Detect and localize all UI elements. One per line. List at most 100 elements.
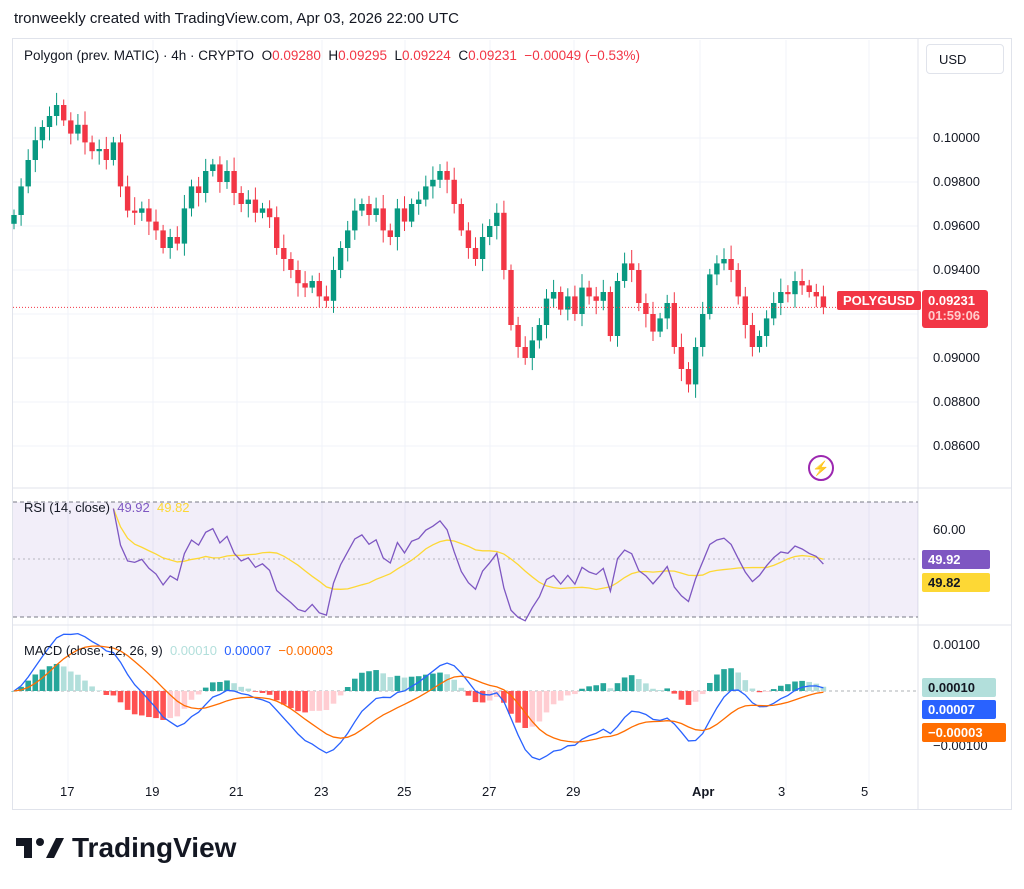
candle-body <box>572 296 578 314</box>
macd-histogram-bar <box>593 685 599 691</box>
macd-histogram-bar <box>46 666 53 691</box>
candle-body <box>664 303 670 319</box>
macd-histogram-bar <box>444 674 450 691</box>
candle-body <box>700 314 706 347</box>
macd-histogram-bar <box>68 671 74 691</box>
macd-histogram-bar <box>359 672 365 691</box>
candle-body <box>771 303 777 319</box>
macd-histogram-bar <box>131 691 138 715</box>
macd-histogram-bar <box>195 691 202 695</box>
candle-body <box>756 336 763 347</box>
macd-histogram-bar <box>117 691 124 703</box>
symbol-legend: Polygon (prev. MATIC) · 4h · CRYPTO O0.0… <box>24 48 640 63</box>
change-value: −0.00049 (−0.53%) <box>524 48 641 63</box>
macd-histogram-bar <box>380 673 386 691</box>
macd-line <box>13 632 824 761</box>
macd-histogram-bar <box>202 687 209 691</box>
open-label: O <box>261 48 273 63</box>
macd-histogram-bar <box>799 680 805 691</box>
candle-body <box>401 208 408 222</box>
candle-body <box>103 149 109 160</box>
rsi-legend: RSI (14, close) 49.92 49.82 <box>24 500 190 515</box>
close-label: C <box>458 48 469 63</box>
macd-histogram-bar <box>728 668 734 691</box>
candle-body <box>614 281 621 336</box>
candle-body <box>550 292 557 299</box>
macd-histogram-bar <box>664 688 670 691</box>
snapshot-caption: tronweekly created with TradingView.com,… <box>14 10 459 27</box>
lightning-icon[interactable]: ⚡ <box>808 455 834 481</box>
macd-histogram-bar <box>692 691 699 702</box>
macd-histogram-bar <box>302 691 308 713</box>
macd-histogram-bar <box>337 691 344 696</box>
macd-histogram-bar <box>529 691 536 727</box>
candle-body <box>657 318 663 332</box>
candle-body <box>629 263 635 270</box>
candle-body <box>472 248 479 259</box>
macd-histogram-bar <box>621 677 628 691</box>
macd-histogram-bar <box>657 690 663 691</box>
macd-histogram-bar <box>309 691 315 711</box>
candle-body <box>593 296 599 301</box>
macd-histogram-bar <box>479 691 486 703</box>
macd-histogram-bar <box>458 687 465 691</box>
candle-body <box>408 204 415 222</box>
macd-histogram-bar <box>167 691 173 719</box>
candle-body <box>68 120 74 134</box>
macd-histogram-bar <box>217 681 223 691</box>
candle-body <box>39 127 46 141</box>
candle-body <box>600 292 606 301</box>
macd-histogram-bar <box>288 691 294 709</box>
macd-hist-tag: 0.00010 <box>922 678 996 697</box>
macd-histogram-bar <box>685 691 692 705</box>
macd-histogram-bar <box>231 683 237 691</box>
candle-body <box>160 230 166 248</box>
rsi-value-tag: 49.92 <box>922 550 990 569</box>
candle-body <box>501 212 507 270</box>
candle-body <box>394 208 401 237</box>
macd-histogram-bar <box>820 686 827 691</box>
macd-histogram-bar <box>465 691 472 696</box>
rsi-tick: 60.00 <box>933 522 966 537</box>
price-tick: 0.09000 <box>933 350 980 365</box>
macd-histogram-bar <box>160 691 166 720</box>
candle-body <box>96 149 102 152</box>
macd-histogram-bar <box>607 688 614 691</box>
macd-histogram-bar <box>53 663 60 691</box>
candle-body <box>799 281 805 286</box>
macd-histogram-bar <box>373 670 379 691</box>
candle-body <box>692 347 699 385</box>
rsi-line <box>112 508 824 622</box>
candle-body <box>366 204 372 215</box>
time-tick: 5 <box>861 784 869 799</box>
macd-label: MACD (close, 12, 26, 9) <box>24 643 163 658</box>
candle-body <box>238 193 244 204</box>
time-tick: 27 <box>482 784 497 799</box>
macd-hist-value: 0.00010 <box>169 643 217 658</box>
candle-body <box>82 124 88 143</box>
candle-body <box>813 292 819 297</box>
macd-histogram-bar <box>423 674 429 691</box>
macd-histogram-bar <box>323 691 330 711</box>
candle-body <box>302 283 308 288</box>
candle-body <box>288 259 294 270</box>
candle-body <box>806 285 812 292</box>
currency-button[interactable]: USD <box>926 44 1004 74</box>
candle-body <box>430 179 436 187</box>
macd-histogram-bar <box>721 669 727 691</box>
candle-body <box>444 171 450 180</box>
signal-line <box>13 645 824 743</box>
macd-histogram-bar <box>699 691 706 695</box>
candle-body <box>373 208 379 215</box>
macd-histogram-bar <box>451 679 457 691</box>
symbol-price-tag: POLYGUSD <box>837 291 921 310</box>
candle-body <box>451 179 457 204</box>
macd-histogram-bar <box>96 690 102 691</box>
candle-body <box>728 259 734 270</box>
candle-body <box>53 105 60 116</box>
macd-histogram-bar <box>572 691 578 695</box>
candle-body <box>671 303 677 347</box>
candle-body <box>323 296 330 301</box>
macd-signal-tag: −0.00003 <box>922 723 1006 742</box>
